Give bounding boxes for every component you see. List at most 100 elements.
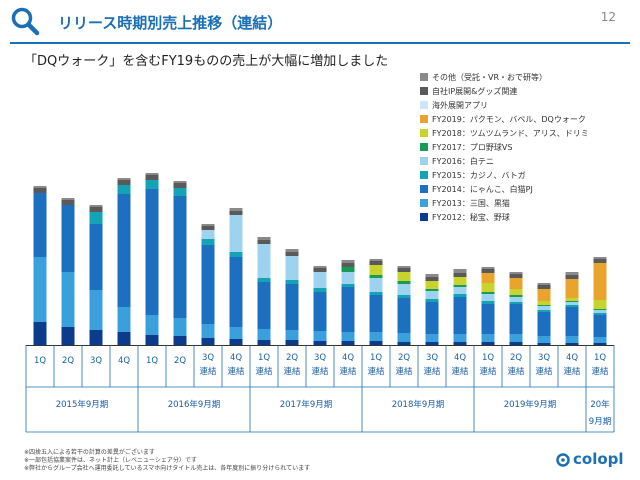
bar-segment: [117, 194, 131, 307]
bar-segment: [145, 173, 159, 175]
bar-segment: [117, 178, 131, 180]
bar-segment: [229, 252, 243, 257]
bar-segment: [285, 340, 299, 345]
category-label: 3Q 連結: [535, 353, 553, 377]
bar-segment: [369, 292, 383, 295]
bar-segment: [425, 277, 439, 281]
legend-label: FY2012：秘宝、野球: [432, 212, 510, 222]
bar-segment: [537, 305, 551, 306]
bar-segment: [509, 342, 523, 345]
bar-segment: [481, 292, 495, 294]
bar-segment: [341, 287, 355, 332]
bar-segment: [397, 268, 411, 272]
bar-segment: [509, 272, 523, 274]
bar-segment: [173, 318, 187, 336]
bar-segment: [89, 212, 103, 224]
bar-segment: [201, 324, 215, 338]
category-label: 4Q 連結: [339, 353, 357, 377]
bar-segment: [397, 295, 411, 298]
bar-segment: [61, 198, 75, 200]
magnifier-icon: [11, 7, 40, 36]
bar-segment: [89, 224, 103, 290]
bar-segment: [257, 244, 271, 278]
bar-segment: [285, 249, 299, 252]
bar-segment: [229, 257, 243, 327]
slide-subtitle: 「DQウォーク」を含むFY19ものの売上が大幅に増加しました: [24, 54, 389, 69]
category-label: 4Q 連結: [227, 353, 245, 377]
bar-segment: [313, 341, 327, 345]
bar-segment: [481, 294, 495, 301]
bar-segment: [33, 257, 47, 322]
group-label: 2018年9月期: [392, 399, 445, 410]
category-label: 1Q 連結: [479, 353, 497, 377]
bar-segment: [537, 310, 551, 312]
bar-segment: [341, 341, 355, 345]
bar-segment: [145, 335, 159, 345]
legend-swatch: [420, 213, 428, 221]
header: リリース時期別売上推移（連結） 12: [0, 0, 640, 44]
bar-segment: [201, 338, 215, 345]
bar-segment: [593, 310, 607, 313]
bar-segment: [145, 175, 159, 180]
legend-label: 自社IP展開&グッズ関連: [432, 86, 518, 96]
legend-swatch: [420, 199, 428, 207]
stacked-bar-chart: 1Q 2Q 3Q 4Q 1Q 2Q 3Q 連結 4Q 連結 1Q 連結 2Q 連結 3Q 連結 4Q 連結 1Q 連結…: [25, 173, 615, 433]
category-label: 2Q: [174, 356, 186, 366]
category-label: 3Q 連結: [423, 353, 441, 377]
legend-swatch: [420, 115, 428, 123]
bar-segment: [285, 252, 299, 256]
bar-segment: [509, 295, 523, 297]
bar-segment: [593, 263, 607, 300]
page-number: 12: [600, 10, 616, 24]
bar-segment: [173, 181, 187, 183]
footnotes: ※四捨五入による若干の計算の差異がございます ※一部包括協業案件は、ネット計上（…: [24, 449, 310, 473]
bar-segment: [201, 230, 215, 239]
legend-label: FY2017：プロ野球VS: [432, 142, 513, 152]
legend-item: 自社IP展開&グッズ関連: [420, 84, 589, 98]
bar-segment: [565, 301, 579, 302]
bar-segment: [173, 336, 187, 345]
logo-mark-icon: [556, 453, 570, 467]
bar-segment: [509, 289, 523, 295]
bar-segment: [509, 334, 523, 342]
bar-segment: [145, 315, 159, 335]
group-label: 2019年9月期: [504, 399, 557, 410]
bar-segment: [565, 336, 579, 343]
bar-segment: [397, 284, 411, 295]
bar-segment: [593, 315, 607, 337]
legend-label: FY2018：ツムツムランド、アリス、ドリミ: [432, 128, 589, 138]
bar-segment: [397, 342, 411, 345]
bar-segment: [565, 305, 579, 307]
legend-swatch: [420, 129, 428, 137]
logo-text: colopl: [573, 450, 624, 468]
bar-segment: [61, 205, 75, 272]
bar-segment: [397, 298, 411, 333]
bar-segment: [453, 273, 467, 277]
bar-segment: [313, 292, 327, 331]
bar-segment: [201, 239, 215, 245]
bar-segment: [229, 211, 243, 215]
bar-segment: [537, 336, 551, 343]
bar-segment: [313, 272, 327, 288]
bar-segment: [565, 343, 579, 345]
bar-segment: [565, 279, 579, 298]
legend-item: FY2017：プロ野球VS: [420, 140, 589, 154]
bar-segment: [509, 297, 523, 302]
bar-segment: [89, 330, 103, 345]
legend-label: FY2016：白テニ: [432, 156, 494, 166]
bar-segment: [397, 281, 411, 284]
bar-segment: [341, 263, 355, 267]
bar-segment: [369, 275, 383, 278]
bar-segment: [201, 224, 215, 226]
bar-segment: [61, 272, 75, 327]
legend-label: その他（受託・VR・おで研等）: [432, 72, 548, 82]
bar-segment: [369, 259, 383, 261]
bar-segment: [509, 274, 523, 278]
bar-segment: [453, 334, 467, 342]
bar-segment: [369, 341, 383, 345]
bar-segment: [537, 343, 551, 345]
legend-swatch: [420, 143, 428, 151]
bar-segment: [313, 266, 327, 268]
bar-segment: [285, 284, 299, 330]
bar-segment: [481, 342, 495, 345]
